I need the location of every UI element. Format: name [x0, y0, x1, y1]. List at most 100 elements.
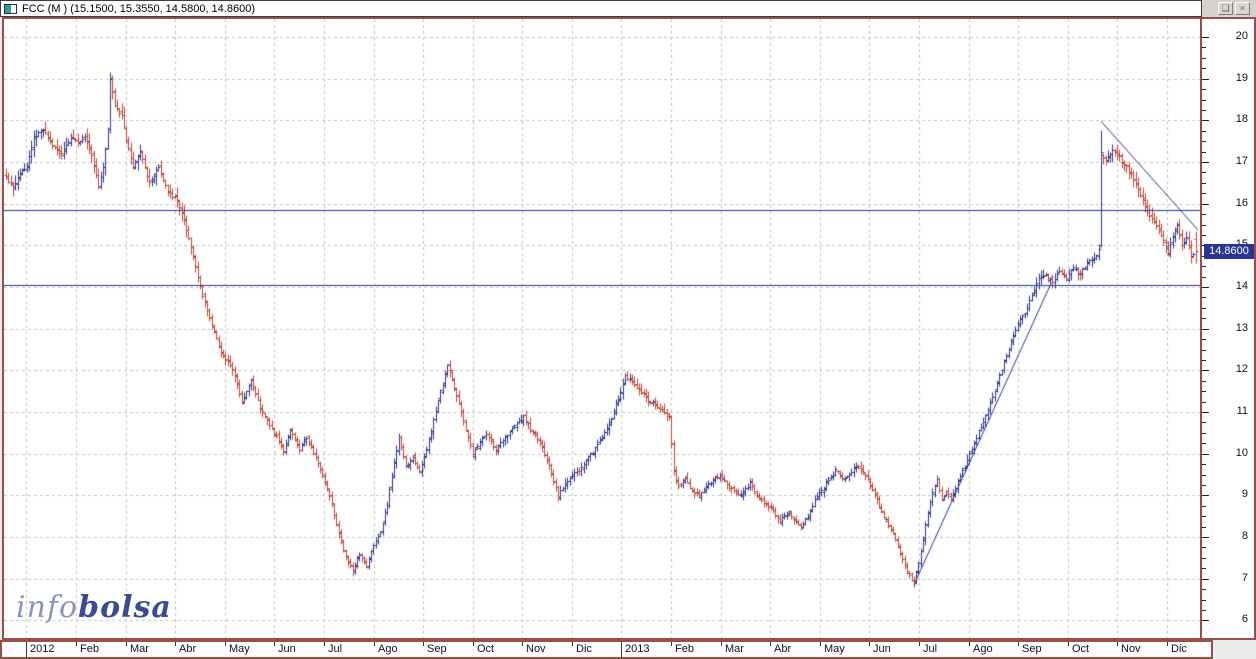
- month-label: Sep: [427, 643, 447, 655]
- price-major-tick: [1202, 162, 1209, 163]
- price-minor-tick: [1202, 527, 1206, 528]
- price-tick-label: 10: [1235, 447, 1248, 459]
- month-tick: [324, 642, 325, 646]
- month-label: Ago: [378, 643, 398, 655]
- price-tick-label: 20: [1235, 30, 1248, 42]
- price-minor-tick: [1202, 506, 1206, 507]
- month-tick: [274, 642, 275, 646]
- price-minor-tick: [1202, 225, 1206, 226]
- month-tick: [770, 642, 771, 646]
- price-tick-label: 17: [1235, 155, 1248, 167]
- price-major-tick: [1202, 287, 1209, 288]
- price-minor-tick: [1202, 464, 1206, 465]
- price-minor-tick: [1202, 68, 1206, 69]
- price-minor-tick: [1202, 610, 1206, 611]
- price-tick-label: 9: [1241, 488, 1248, 500]
- price-minor-tick: [1202, 110, 1206, 111]
- month-tick: [1068, 642, 1069, 646]
- month-label: Oct: [1072, 643, 1090, 655]
- price-minor-tick: [1202, 47, 1206, 48]
- month-label: Abr: [774, 643, 792, 655]
- price-major-tick: [1202, 579, 1209, 580]
- price-minor-tick: [1202, 433, 1206, 434]
- price-minor-tick: [1202, 547, 1206, 548]
- price-minor-tick: [1202, 100, 1206, 101]
- price-minor-tick: [1202, 339, 1206, 340]
- price-major-tick: [1202, 370, 1209, 371]
- price-minor-tick: [1202, 443, 1206, 444]
- month-label: Ago: [973, 643, 993, 655]
- price-minor-tick: [1202, 475, 1206, 476]
- price-chart[interactable]: infobolsa: [2, 17, 1202, 640]
- month-label: Dic: [1171, 643, 1187, 655]
- price-minor-tick: [1202, 131, 1206, 132]
- price-minor-tick: [1202, 485, 1206, 486]
- price-tick-label: 8: [1241, 530, 1248, 542]
- year-separator: [26, 642, 27, 657]
- price-tick-label: 11: [1236, 405, 1248, 417]
- time-axis[interactable]: 2012 Feb Mar Abr May Jun Jul Ago Sep Oct Nov Dic 201…: [0, 640, 1213, 659]
- price-tick-label: 7: [1241, 572, 1248, 584]
- price-minor-tick: [1202, 58, 1206, 59]
- price-tick-label: 13: [1235, 322, 1248, 334]
- month-label: 2013: [625, 643, 650, 655]
- month-label: May: [229, 643, 250, 655]
- price-minor-tick: [1202, 402, 1206, 403]
- ohlc-canvas[interactable]: [4, 19, 1200, 638]
- price-minor-tick: [1202, 89, 1206, 90]
- month-tick: [522, 642, 523, 646]
- price-major-tick: [1202, 454, 1209, 455]
- price-major-tick: [1202, 495, 1209, 496]
- price-tick-label: 14: [1235, 280, 1248, 292]
- month-tick: [76, 642, 77, 646]
- month-label: Jul: [328, 643, 343, 655]
- year-separator: [621, 642, 622, 657]
- close-icon: ×: [1239, 3, 1246, 13]
- price-minor-tick: [1202, 422, 1206, 423]
- month-label: Mar: [725, 643, 744, 655]
- watermark-info: info: [16, 590, 79, 625]
- price-axis[interactable]: 14.8600 20191817161514131211109876: [1200, 17, 1256, 640]
- month-label: Feb: [675, 643, 694, 655]
- price-minor-tick: [1202, 141, 1206, 142]
- price-tick-label: 16: [1235, 197, 1248, 209]
- price-minor-tick: [1202, 214, 1206, 215]
- price-minor-tick: [1202, 277, 1206, 278]
- month-tick: [1167, 642, 1168, 646]
- month-tick: [175, 642, 176, 646]
- price-major-tick: [1202, 79, 1209, 80]
- month-label: Nov: [526, 643, 546, 655]
- month-tick: [1117, 642, 1118, 646]
- month-tick: [671, 642, 672, 646]
- restore-button[interactable]: ❏: [1218, 2, 1233, 15]
- month-tick: [721, 642, 722, 646]
- price-minor-tick: [1202, 172, 1206, 173]
- price-minor-tick: [1202, 318, 1206, 319]
- price-minor-tick: [1202, 350, 1206, 351]
- month-tick: [225, 642, 226, 646]
- price-minor-tick: [1202, 266, 1206, 267]
- close-button[interactable]: ×: [1235, 2, 1250, 15]
- price-minor-tick: [1202, 600, 1206, 601]
- watermark-bolsa: bolsa: [78, 590, 172, 625]
- price-minor-tick: [1202, 589, 1206, 590]
- month-label: Abr: [179, 643, 197, 655]
- last-price-label: 14.8600: [1204, 244, 1254, 259]
- title-bar[interactable]: FCC (M ) (15.1500, 15.3550, 14.5800, 14.…: [0, 0, 1202, 17]
- month-label: Oct: [477, 643, 495, 655]
- month-tick: [869, 642, 870, 646]
- price-minor-tick: [1202, 193, 1206, 194]
- price-major-tick: [1202, 329, 1209, 330]
- price-minor-tick: [1202, 152, 1206, 153]
- price-major-tick: [1202, 204, 1209, 205]
- price-minor-tick: [1202, 297, 1206, 298]
- price-minor-tick: [1202, 308, 1206, 309]
- month-tick: [572, 642, 573, 646]
- price-tick-label: 6: [1241, 613, 1248, 625]
- month-tick: [473, 642, 474, 646]
- window-title: FCC (M ) (15.1500, 15.3550, 14.5800, 14.…: [22, 2, 255, 15]
- price-tick-label: 19: [1235, 72, 1248, 84]
- restore-icon: ❏: [1221, 3, 1230, 13]
- month-label: Dic: [576, 643, 592, 655]
